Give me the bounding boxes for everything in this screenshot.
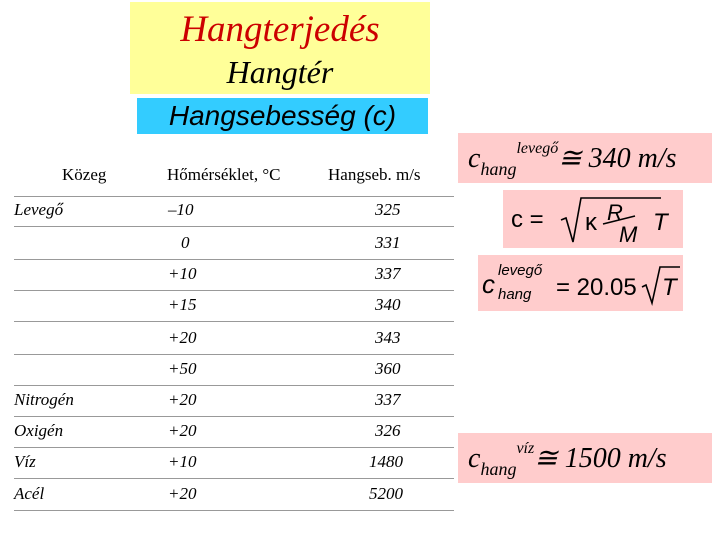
- formula-kappa: κ: [585, 209, 598, 236]
- water-speed-value: 1500 m/s: [564, 443, 667, 474]
- row-divider: [14, 416, 454, 417]
- cell-temperature: +20: [168, 390, 197, 409]
- air-speed-value: 340 m/s: [588, 143, 677, 174]
- formula-air-sub: hang: [498, 286, 532, 303]
- row-divider: [14, 385, 454, 386]
- cell-speed: 340: [375, 295, 401, 314]
- cell-medium: Oxigén: [14, 421, 64, 440]
- cell-speed: 326: [375, 421, 401, 440]
- cell-temperature: –10: [168, 200, 194, 219]
- cell-temperature: +10: [168, 264, 197, 283]
- row-divider: [14, 226, 454, 227]
- air-speed-superscript: levegő: [516, 140, 559, 157]
- water-speed-superscript: víz: [516, 440, 535, 457]
- sqrt-sign: [560, 197, 661, 243]
- cell-speed: 337: [375, 264, 401, 283]
- formula-lhs: c =: [511, 206, 544, 233]
- cell-medium: Nitrogén: [14, 390, 74, 409]
- cell-temperature: +20: [168, 421, 197, 440]
- cell-speed: 337: [375, 390, 401, 409]
- water-speed-box: chang víz≅ 1500 m/s: [458, 433, 712, 483]
- formula-air-sup: levegő: [498, 262, 543, 279]
- section-title: Hangsebesség (c): [168, 100, 397, 131]
- water-speed-symbol: c: [468, 443, 481, 474]
- cell-speed: 360: [375, 359, 401, 378]
- formula-m: M: [619, 222, 638, 247]
- formula-air-box: c levegő hang = 20.05 T: [478, 255, 683, 311]
- cell-temperature: +15: [168, 295, 197, 314]
- header-temperature: Hőmérséklet, °C: [167, 165, 281, 184]
- formula-air-t: T: [662, 274, 679, 301]
- formula-r: R: [607, 200, 623, 225]
- formula-general-box: c = κ R M T: [503, 190, 683, 248]
- header-speed: Hangseb. m/s: [328, 165, 421, 184]
- cell-speed: 1480: [369, 452, 403, 471]
- water-speed-subscript: hang: [480, 459, 517, 479]
- air-speed-approx: ≅: [558, 143, 582, 174]
- cell-temperature: +50: [168, 359, 197, 378]
- header-divider: [14, 196, 454, 197]
- air-speed-subscript: hang: [480, 159, 517, 179]
- row-divider: [14, 321, 454, 322]
- title-banner: Hangterjedés Hangtér: [130, 2, 430, 94]
- air-speed-symbol: c: [468, 143, 481, 174]
- cell-speed: 5200: [369, 484, 403, 503]
- row-divider: [14, 354, 454, 355]
- header-medium: Közeg: [62, 165, 107, 184]
- row-divider: [14, 478, 454, 479]
- row-divider: [14, 290, 454, 291]
- cell-speed: 325: [375, 200, 401, 219]
- cell-medium: Acél: [14, 484, 45, 503]
- cell-temperature: +20: [168, 328, 197, 347]
- water-speed-approx: ≅: [534, 443, 558, 474]
- cell-temperature: +20: [168, 484, 197, 503]
- formula-air-c: c: [482, 269, 495, 299]
- air-speed-box: chang levegő≅ 340 m/s: [458, 133, 712, 183]
- page-title: Hangterjedés: [180, 9, 380, 50]
- formula-air: c levegő hang = 20.05 T: [482, 262, 680, 306]
- row-divider: [14, 447, 454, 448]
- row-divider: [14, 259, 454, 260]
- cell-temperature: +10: [168, 452, 197, 471]
- section-banner: Hangsebesség (c): [137, 98, 428, 134]
- formula-general: c = κ R M T: [511, 197, 670, 247]
- cell-speed: 343: [375, 328, 401, 347]
- cell-temperature: 0: [181, 233, 190, 252]
- cell-medium: Víz: [14, 452, 36, 471]
- cell-medium: Levegő: [14, 200, 64, 219]
- row-divider: [14, 510, 454, 511]
- formula-t: T: [653, 209, 670, 236]
- formula-air-rhs: = 20.05: [556, 274, 637, 301]
- cell-speed: 331: [375, 233, 401, 252]
- page-subtitle: Hangtér: [226, 54, 334, 90]
